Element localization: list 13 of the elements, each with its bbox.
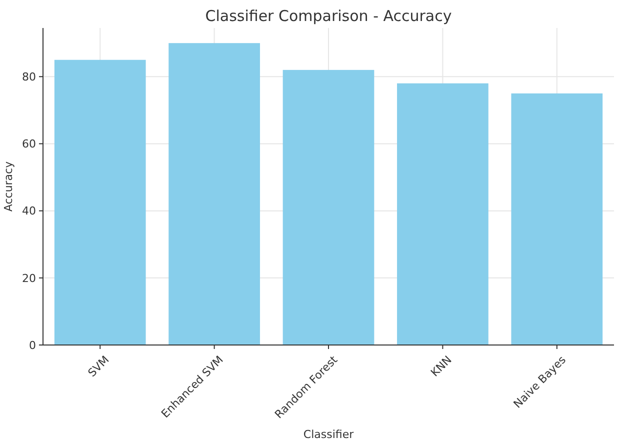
bar — [54, 60, 146, 345]
bar — [511, 93, 603, 345]
chart-title: Classifier Comparison - Accuracy — [205, 7, 452, 25]
y-tick-label: 0 — [29, 338, 36, 352]
y-axis-title: Accuracy — [2, 160, 15, 212]
x-axis-title: Classifier — [303, 428, 354, 441]
y-tick-label: 60 — [22, 138, 36, 151]
bar — [282, 70, 374, 345]
y-tick-label: 40 — [22, 204, 36, 218]
bar — [397, 83, 488, 345]
y-tick-label: 20 — [22, 272, 36, 285]
y-tick-label: 80 — [22, 70, 36, 84]
bar — [168, 43, 260, 345]
